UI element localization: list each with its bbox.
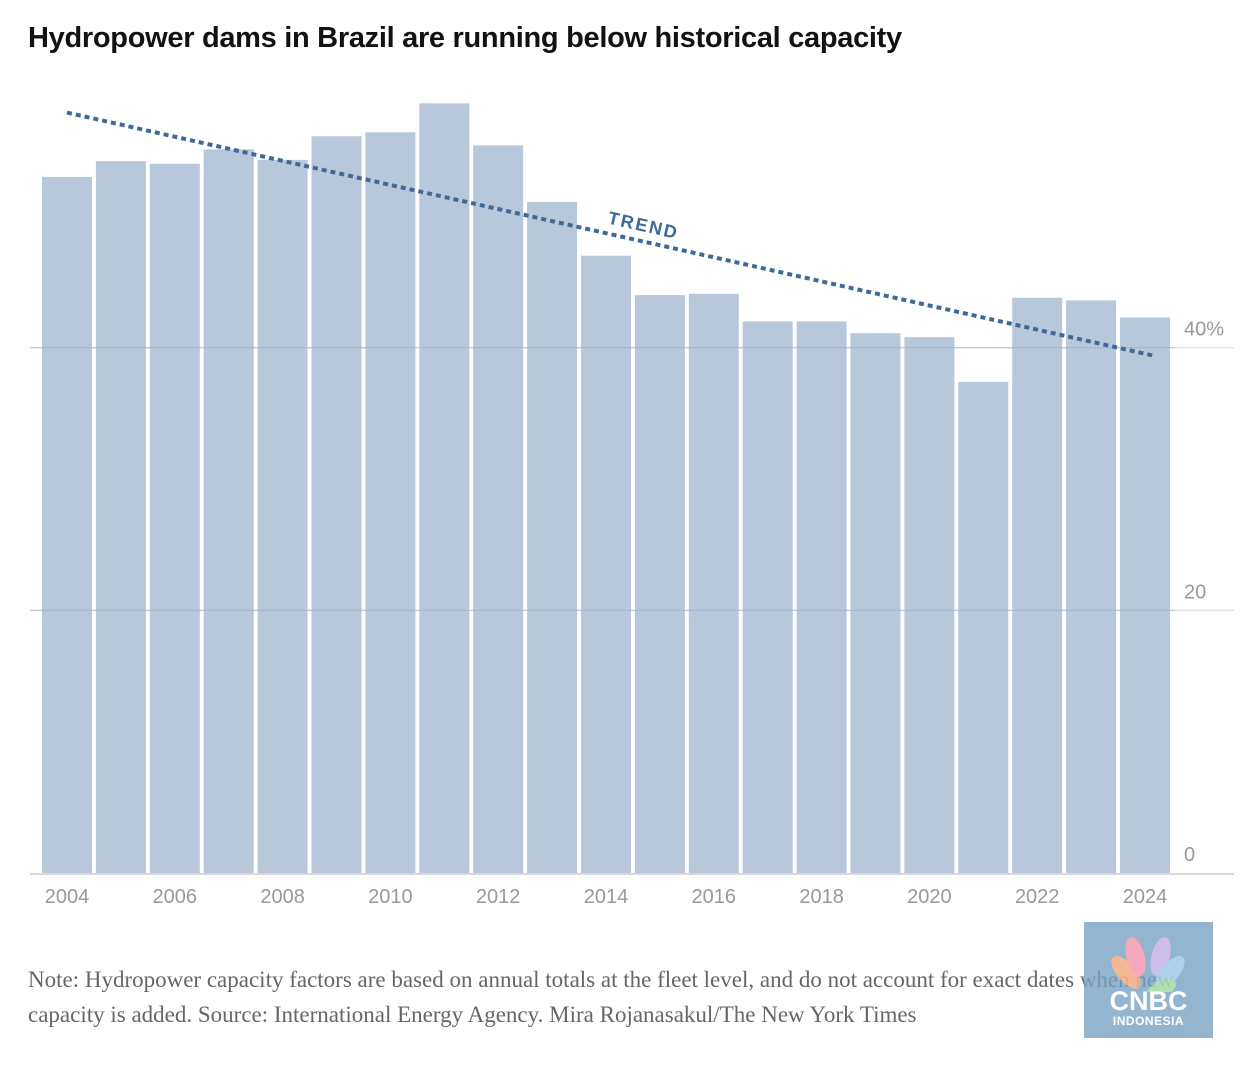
x-tick-2018: 2018 (799, 886, 844, 908)
x-tick-2006: 2006 (153, 886, 198, 908)
bars (42, 103, 1170, 874)
bar-2024 (1120, 317, 1170, 874)
bar-2021 (958, 381, 1009, 873)
bar-2005 (95, 161, 146, 873)
watermark-logo: CNBC INDONESIA (1084, 922, 1213, 1038)
bar-2008 (257, 159, 308, 874)
bar-2009 (311, 136, 362, 874)
bar-2019 (850, 333, 901, 874)
x-tick-2020: 2020 (907, 886, 952, 908)
bar-2015 (634, 295, 685, 874)
bar-2011 (419, 103, 470, 874)
bar-2023 (1066, 300, 1117, 873)
y-tick-0: 0 (1184, 844, 1195, 866)
bar-2022 (1012, 297, 1063, 873)
bar-2004 (42, 176, 92, 873)
bar-2007 (203, 149, 254, 873)
x-tick-2010: 2010 (368, 886, 413, 908)
x-tick-2024: 2024 (1123, 886, 1168, 908)
bar-2016 (688, 293, 739, 873)
chart-note: Note: Hydropower capacity factors are ba… (28, 967, 1174, 1027)
chart-title: Hydropower dams in Brazil are running be… (28, 22, 902, 54)
x-tick-2016: 2016 (692, 886, 737, 908)
bar-2014 (581, 255, 631, 873)
x-tick-2014: 2014 (584, 886, 629, 908)
bar-2020 (904, 337, 955, 873)
watermark-sub: INDONESIA (1112, 1014, 1185, 1028)
bar-2006 (149, 163, 200, 874)
y-tick-40: 40% (1184, 319, 1224, 341)
x-tick-2004: 2004 (45, 886, 90, 908)
trend-label: TREND (606, 208, 681, 243)
bar-2010 (365, 132, 416, 873)
x-axis-ticks: 2004 2006 2008 2010 2012 2014 2016 2018 2020 2022… (45, 886, 1168, 908)
bar-2017 (742, 321, 793, 873)
watermark-brand: CNBC (1109, 986, 1188, 1016)
bar-chart: 2004 2006 2008 2010 2012 2014 2016 2018 2020 2022… (30, 103, 1234, 908)
x-tick-2012: 2012 (476, 886, 521, 908)
bar-2012 (473, 145, 524, 873)
x-tick-2022: 2022 (1015, 886, 1060, 908)
bar-2018 (796, 321, 847, 873)
y-axis-ticks: 0 20 40% (1184, 319, 1224, 866)
bar-2013 (527, 201, 578, 874)
y-tick-20: 20 (1184, 581, 1206, 603)
x-tick-2008: 2008 (260, 886, 305, 908)
peacock-icon (1111, 936, 1185, 992)
trend-line (66, 110, 1154, 358)
